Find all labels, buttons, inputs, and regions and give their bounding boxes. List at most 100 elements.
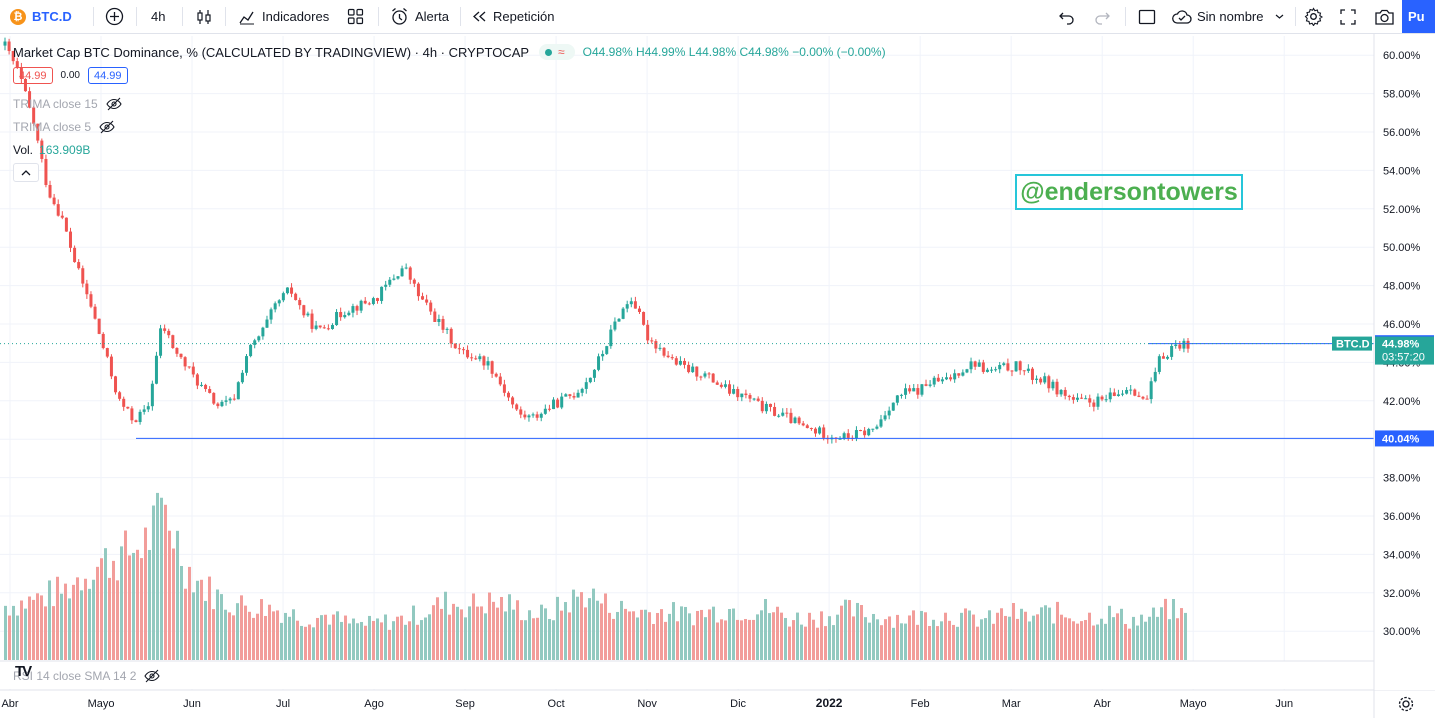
time-axis[interactable]: Abr Mayo Jun Jul Ago Sep Oct Nov Dic 2022 Feb Mar Ab… (1, 696, 1414, 712)
volume-bar (1052, 623, 1055, 660)
volume-bar (588, 598, 591, 660)
symbol-label: BTC.D (32, 9, 72, 24)
volume-bar (116, 580, 119, 660)
volume-bar (1120, 608, 1123, 660)
alert-button[interactable]: Alerta (390, 0, 449, 33)
layout-button[interactable] (1138, 0, 1156, 33)
axis-settings-icon[interactable] (1402, 700, 1410, 708)
candle-body (380, 286, 384, 301)
candle-body (1018, 361, 1022, 371)
candle-body (400, 268, 404, 277)
candle-body (756, 398, 760, 401)
candle-body (23, 78, 27, 92)
spread-value: 0.00 (60, 70, 80, 81)
volume-bar (1184, 612, 1187, 660)
buy-button[interactable]: 44.99 (88, 67, 128, 84)
candle-body (461, 349, 465, 351)
sell-button[interactable]: 44.99 (13, 67, 53, 84)
volume-bar (760, 610, 763, 660)
candle-body (367, 303, 371, 305)
volume-bar (672, 602, 675, 660)
candle-body (134, 420, 138, 423)
symbol-search-button[interactable]: ₿ BTC.D (10, 0, 72, 33)
volume-bar (1148, 616, 1151, 660)
candle-body (486, 361, 490, 366)
indicator-trima-5[interactable]: TRIMA close 5 (13, 120, 115, 134)
eye-off-icon[interactable] (106, 97, 122, 111)
volume-bar (900, 623, 903, 660)
symbol-price-tag: BTC.D (1336, 339, 1370, 351)
redo-icon (1095, 12, 1110, 25)
compare-button[interactable] (105, 0, 124, 33)
axis-settings-icon[interactable] (1398, 696, 1414, 712)
candle-body (990, 369, 994, 371)
volume-bar (248, 611, 251, 660)
volume-bar (908, 615, 911, 660)
candle-body (601, 353, 605, 357)
tradingview-logo[interactable]: TV (15, 663, 32, 680)
candle-body (363, 300, 367, 304)
eye-off-icon[interactable] (99, 120, 115, 134)
indicator-rsi[interactable]: RSI 14 close SMA 14 2 (13, 669, 161, 683)
candle-body (687, 364, 691, 373)
candle-body (175, 347, 179, 354)
time-tick-label: Abr (1, 698, 18, 710)
chart-type-button[interactable] (195, 0, 213, 33)
collapse-legend-button[interactable] (13, 163, 39, 182)
volume-bar (348, 623, 351, 660)
candle-body (68, 231, 72, 248)
indicator-label: TRIMA close 15 (13, 97, 98, 111)
replay-button[interactable]: Repetición (471, 0, 554, 33)
volume-bar (640, 609, 643, 660)
candle-body (953, 373, 957, 380)
time-tick-label: Mar (1002, 698, 1021, 710)
volume-bar (848, 600, 851, 660)
price-axis[interactable]: 30.00%32.00%34.00%36.00%38.00%40.00%42.0… (1373, 34, 1435, 718)
time-tick-label: Jul (276, 698, 290, 710)
candle-body (670, 357, 674, 359)
candle-body (208, 389, 212, 393)
candle-body (940, 379, 944, 382)
market-status-badge[interactable]: ≈ (539, 44, 575, 60)
interval-button[interactable]: 4h (151, 0, 165, 33)
publish-button[interactable]: Pu (1402, 0, 1435, 33)
price-tick-label: 60.00% (1383, 50, 1421, 62)
time-tick-label: Ago (364, 698, 384, 710)
high-value: 44.99% (644, 45, 686, 59)
candle-body (1104, 399, 1108, 401)
candle-body (678, 360, 682, 365)
candle-body (429, 302, 433, 312)
candle-body (101, 333, 105, 349)
candle-body (171, 335, 175, 348)
candle-body (1002, 363, 1006, 365)
candle-body (1108, 392, 1112, 400)
volume-bar (816, 627, 819, 660)
save-layout-button[interactable]: Sin nombre (1172, 0, 1284, 33)
undo-button[interactable] (1058, 0, 1076, 33)
indicator-label: TRIMA close 5 (13, 120, 92, 134)
fullscreen-button[interactable] (1339, 0, 1357, 33)
indicator-trima-15[interactable]: TRIMA close 15 (13, 97, 122, 111)
candle-body (449, 328, 453, 344)
candle-body (654, 341, 658, 349)
candle-body (335, 311, 339, 326)
candle-body (1161, 356, 1165, 359)
settings-button[interactable] (1304, 0, 1323, 33)
candle-body (1006, 363, 1010, 371)
candle-body (89, 294, 93, 307)
candle-body (621, 308, 625, 319)
candle-body (1026, 368, 1030, 371)
series-title[interactable]: Market Cap BTC Dominance, % (CALCULATED … (13, 44, 530, 60)
indicator-volume[interactable]: Vol. 163.909B (13, 143, 90, 157)
indicators-button[interactable]: Indicadores (238, 0, 329, 33)
snapshot-button[interactable] (1374, 0, 1395, 33)
volume-bar (312, 627, 315, 660)
horizontal-lines: BTC.D (0, 336, 1374, 439)
eye-off-icon[interactable] (144, 669, 161, 683)
candlestick-series (3, 37, 1190, 444)
templates-button[interactable] (347, 0, 364, 33)
volume-bar (828, 616, 831, 660)
symbol-price-tag-bg (1332, 336, 1372, 351)
redo-button[interactable] (1093, 0, 1111, 33)
